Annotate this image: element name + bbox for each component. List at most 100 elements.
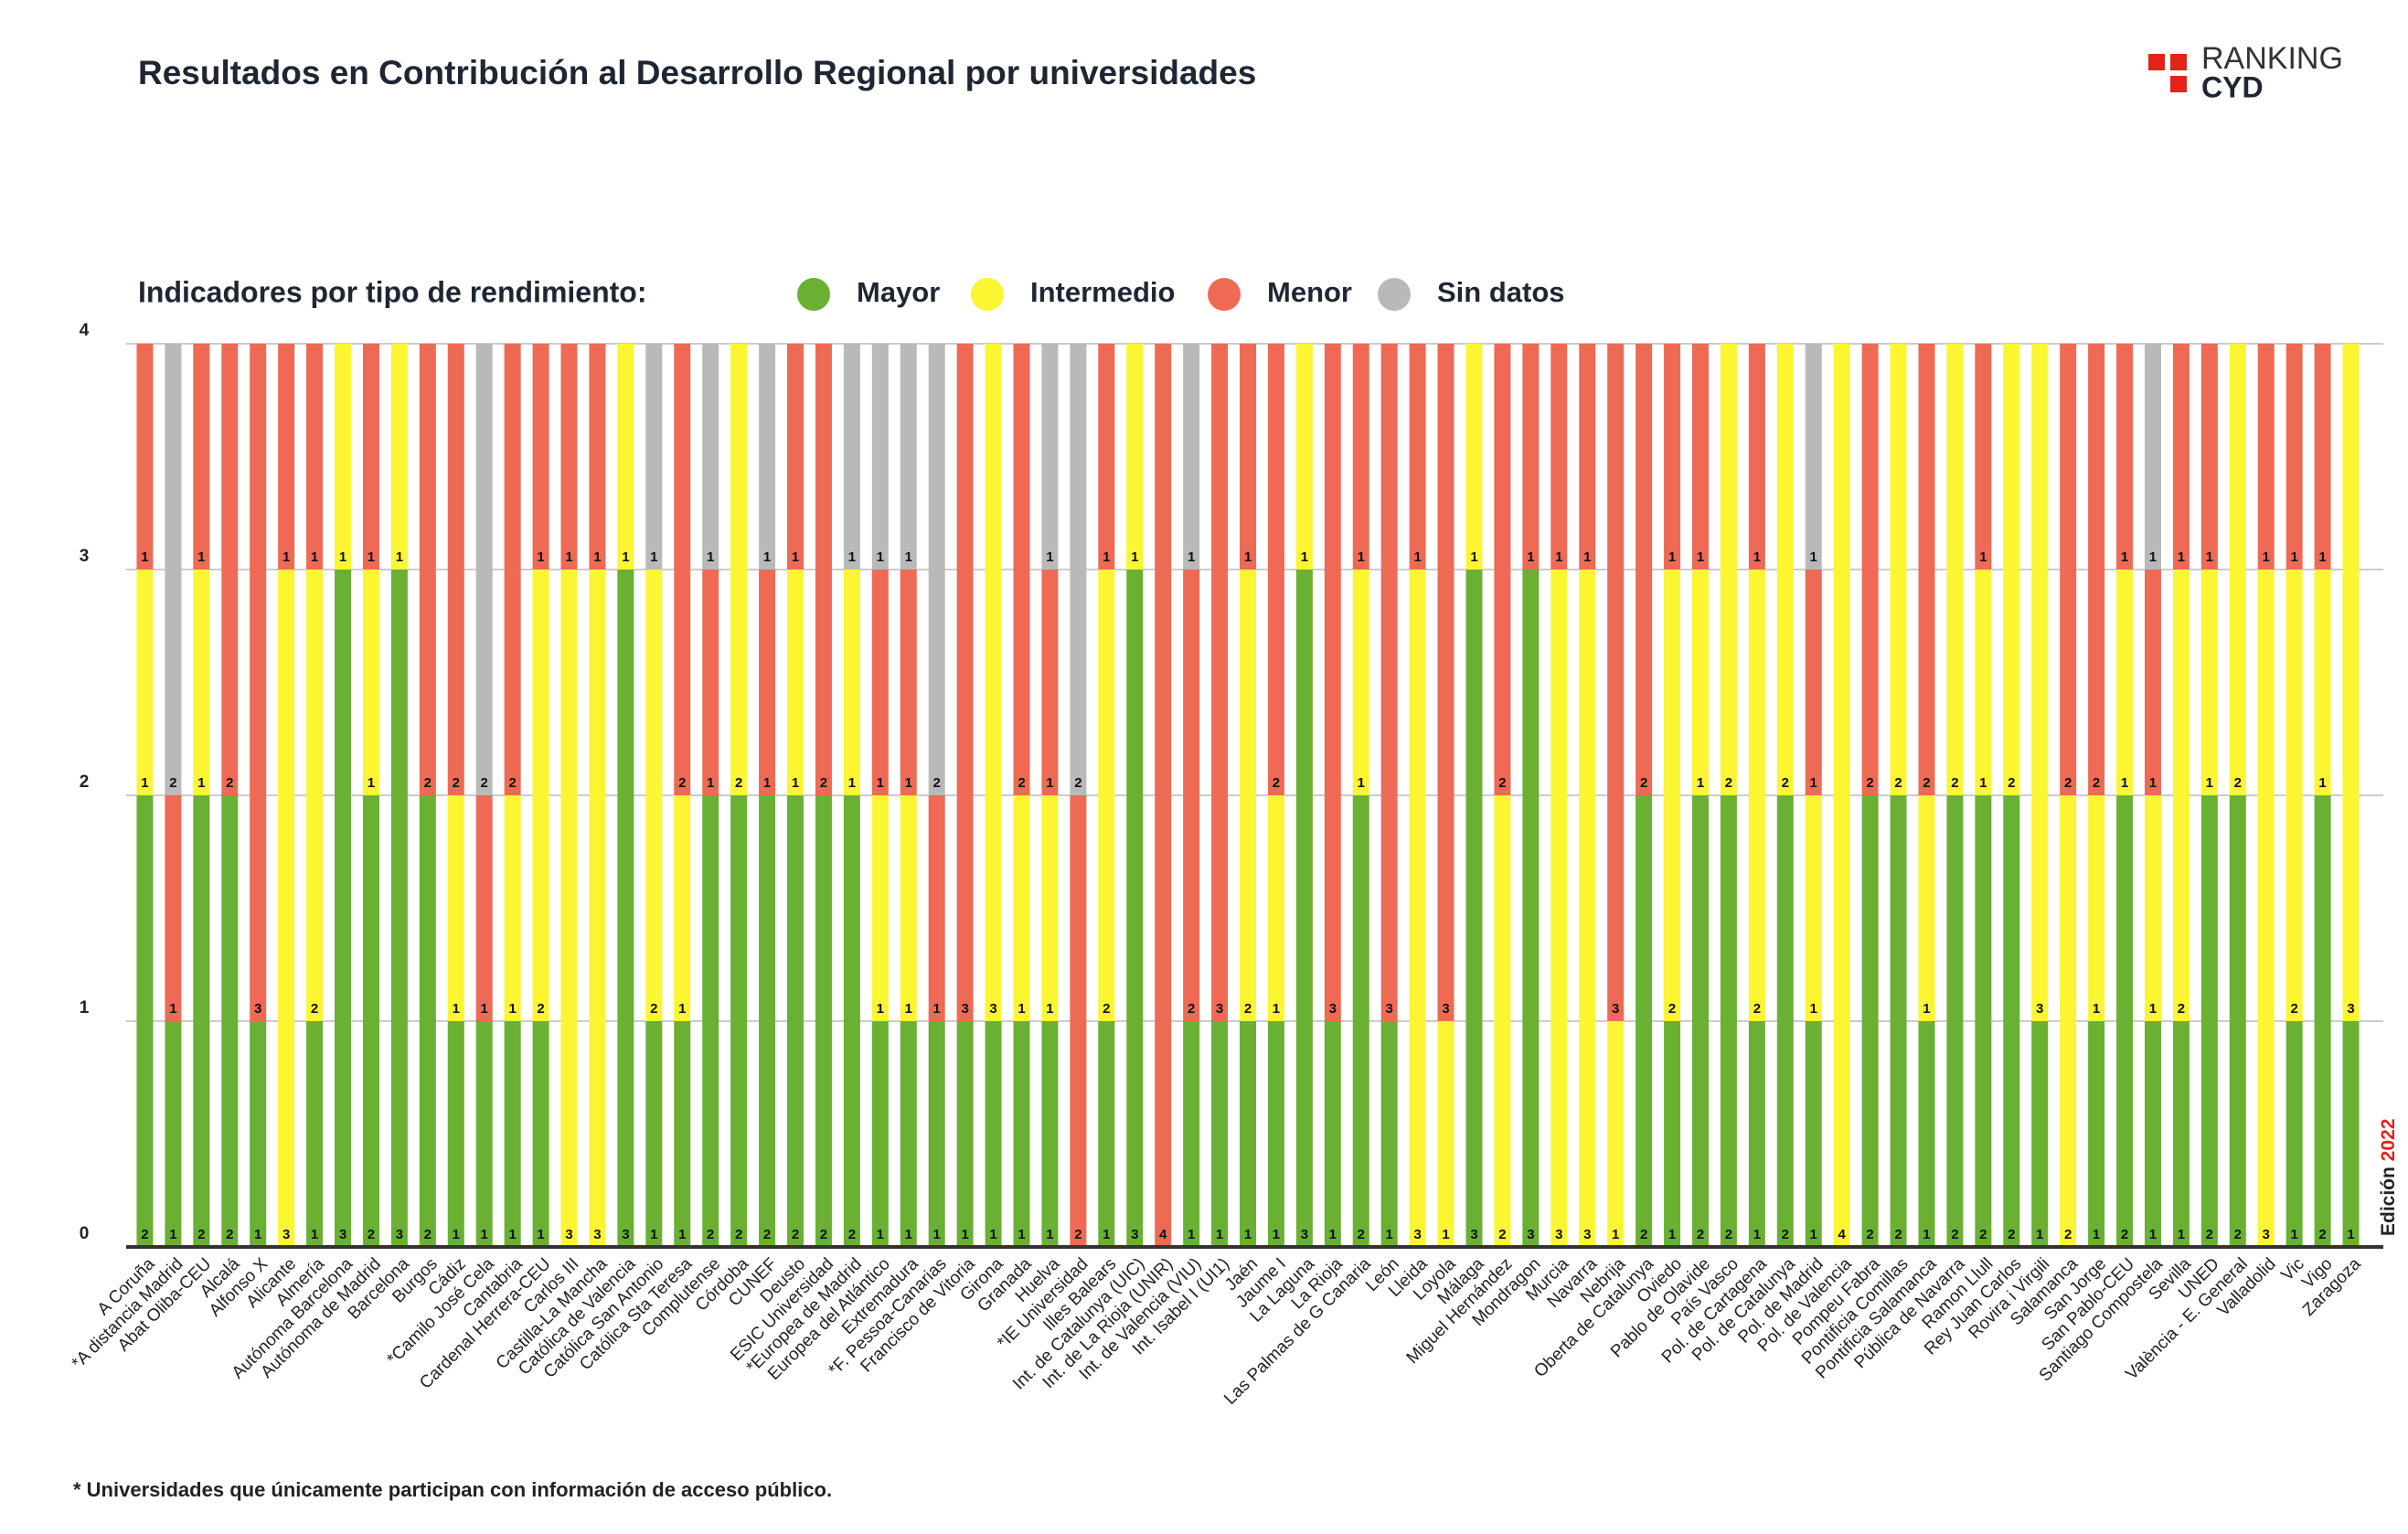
bar-segment bbox=[928, 344, 945, 795]
segment-label: 2 bbox=[735, 1227, 742, 1242]
bar-segment bbox=[2229, 344, 2246, 795]
bar-segment bbox=[674, 795, 691, 1021]
segment-label: 1 bbox=[1697, 549, 1704, 565]
segment-label: 1 bbox=[848, 775, 856, 791]
segment-label: 1 bbox=[1188, 549, 1195, 565]
bar-segment bbox=[335, 570, 352, 1247]
segment-label: 1 bbox=[1103, 1227, 1110, 1242]
bar-segment bbox=[956, 344, 974, 1021]
bar-segment bbox=[1352, 795, 1369, 1247]
bar-segment bbox=[2314, 344, 2331, 570]
bar-segment bbox=[1295, 570, 1313, 1247]
segment-label: 2 bbox=[1498, 1227, 1506, 1242]
bar-segment bbox=[2172, 1021, 2190, 1247]
segment-label: 1 bbox=[1753, 1227, 1761, 1242]
segment-label: 2 bbox=[1668, 1001, 1676, 1017]
bar-segment bbox=[419, 795, 436, 1247]
legend-swatch bbox=[1378, 278, 1411, 311]
segment-label: 1 bbox=[1244, 1227, 1252, 1242]
segment-label: 1 bbox=[396, 549, 403, 565]
bar-segment bbox=[1070, 344, 1087, 795]
segment-label: 1 bbox=[2093, 1001, 2100, 1017]
segment-label: 4 bbox=[1838, 1227, 1846, 1242]
legend-swatch bbox=[797, 278, 830, 311]
segment-label: 1 bbox=[254, 1227, 261, 1242]
segment-label: 2 bbox=[481, 775, 488, 791]
segment-label: 1 bbox=[1188, 1227, 1195, 1242]
segment-label: 2 bbox=[1244, 1001, 1252, 1017]
segment-label: 2 bbox=[1188, 1001, 1195, 1017]
bar-segment bbox=[1720, 795, 1737, 1247]
segment-label: 1 bbox=[877, 1001, 884, 1017]
segment-label: 1 bbox=[2149, 1001, 2157, 1017]
segment-label: 3 bbox=[593, 1227, 601, 1242]
logo-square bbox=[2170, 54, 2187, 70]
segment-label: 2 bbox=[763, 1227, 771, 1242]
segment-label: 2 bbox=[1725, 775, 1732, 791]
logo-square bbox=[2148, 54, 2165, 70]
bar-segment bbox=[2116, 344, 2134, 570]
segment-label: 1 bbox=[453, 1227, 460, 1242]
bar-segment bbox=[2314, 570, 2331, 795]
bar-segment bbox=[2257, 344, 2275, 570]
segment-label: 2 bbox=[1866, 775, 1873, 791]
segment-label: 1 bbox=[877, 549, 884, 565]
segment-label: 1 bbox=[905, 1001, 912, 1017]
bar-segment bbox=[2060, 344, 2077, 795]
edition-label: Edición bbox=[2378, 1166, 2399, 1236]
bar-segment bbox=[2285, 570, 2303, 1021]
segment-label: 1 bbox=[1668, 1227, 1676, 1242]
segment-label: 2 bbox=[424, 1227, 432, 1242]
bar-segment bbox=[900, 570, 917, 795]
bar-segment bbox=[165, 795, 182, 1021]
bar-segment bbox=[2314, 795, 2331, 1247]
bar-segment bbox=[928, 1021, 945, 1247]
bar-segment bbox=[759, 570, 776, 795]
bar-segment bbox=[871, 344, 889, 570]
segment-label: 1 bbox=[989, 1227, 996, 1242]
segment-label: 1 bbox=[2263, 549, 2270, 565]
segment-label: 2 bbox=[1358, 1227, 1365, 1242]
segment-label: 2 bbox=[1979, 1227, 1987, 1242]
segment-label: 3 bbox=[396, 1227, 403, 1242]
segment-label: 2 bbox=[2093, 775, 2100, 791]
bar-segment bbox=[1691, 344, 1709, 570]
bar-segment bbox=[2060, 795, 2077, 1247]
bar-segment bbox=[1240, 344, 1256, 570]
segment-label: 1 bbox=[2318, 549, 2326, 565]
segment-label: 1 bbox=[1753, 549, 1761, 565]
segment-label: 2 bbox=[848, 1227, 856, 1242]
segment-label: 3 bbox=[1583, 1227, 1591, 1242]
bar-segment bbox=[250, 1021, 267, 1247]
bar-segment bbox=[419, 344, 436, 795]
segment-label: 1 bbox=[1979, 549, 1987, 565]
bar-segment bbox=[1013, 795, 1030, 1021]
bar-segment bbox=[787, 570, 804, 795]
bar-segment bbox=[1013, 1021, 1030, 1247]
bar-segment bbox=[1126, 344, 1144, 570]
segment-label: 2 bbox=[792, 1227, 799, 1242]
segment-label: 1 bbox=[311, 1227, 318, 1242]
bar-segment bbox=[362, 795, 379, 1247]
segment-label: 1 bbox=[933, 1227, 941, 1242]
segment-label: 2 bbox=[820, 775, 827, 791]
segment-label: 1 bbox=[792, 549, 799, 565]
segment-label: 2 bbox=[169, 775, 176, 791]
segment-label: 1 bbox=[2290, 1227, 2297, 1242]
segment-label: 1 bbox=[1810, 1001, 1817, 1017]
bar-segment bbox=[1833, 344, 1850, 1247]
segment-label: 3 bbox=[1442, 1001, 1449, 1017]
segment-label: 2 bbox=[1074, 775, 1081, 791]
bar-segment bbox=[560, 344, 578, 570]
segment-label: 3 bbox=[1216, 1001, 1223, 1017]
segment-label: 3 bbox=[254, 1001, 261, 1017]
bar-segment bbox=[1805, 570, 1822, 795]
bar-segment bbox=[1522, 344, 1540, 570]
segment-label: 3 bbox=[565, 1227, 572, 1242]
y-tick-label: 3 bbox=[80, 547, 90, 566]
segment-label: 2 bbox=[650, 1001, 657, 1017]
segment-label: 2 bbox=[2206, 1227, 2213, 1242]
y-tick-label: 4 bbox=[80, 321, 90, 340]
segment-label: 1 bbox=[650, 549, 657, 565]
